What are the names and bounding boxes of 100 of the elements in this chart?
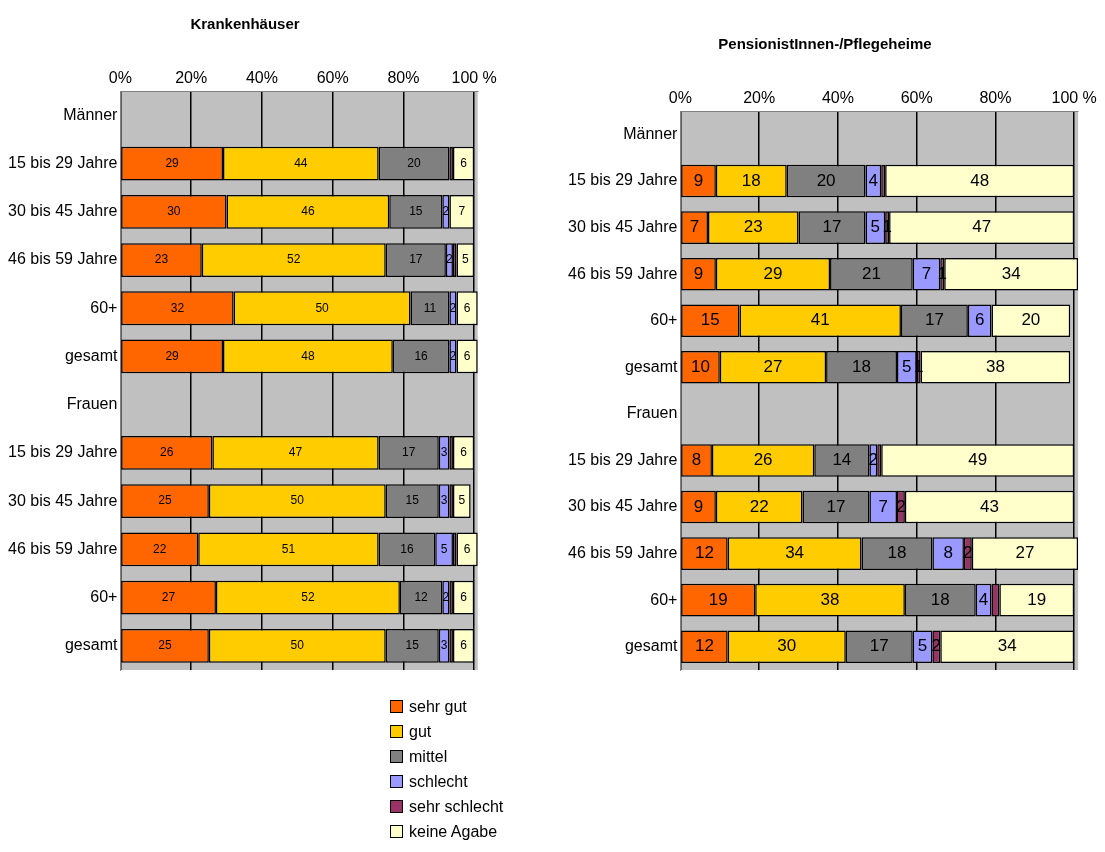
y-tick-label: Männer — [63, 105, 119, 123]
data-label: 9 — [693, 496, 704, 516]
data-label: 3 — [440, 638, 448, 653]
data-label: 17 — [402, 445, 416, 460]
data-label: 30 — [167, 204, 181, 219]
y-tick-label: gesamt — [624, 637, 678, 655]
y-tick-label: Männer — [623, 124, 679, 142]
data-label: 9 — [693, 170, 704, 190]
y-tick-label: 46 bis 59 Jahre — [568, 264, 678, 282]
y-tick-label: 15 bis 29 Jahre — [568, 450, 678, 468]
x-tick-label: 40% — [245, 69, 278, 87]
data-label: 19 — [1027, 589, 1047, 609]
y-tick-label: 46 bis 59 Jahre — [568, 543, 678, 561]
x-tick-label: 40% — [821, 89, 854, 107]
data-label: 20 — [407, 155, 422, 170]
data-label: 7 — [878, 496, 888, 516]
data-label: 34 — [1001, 263, 1021, 283]
data-label: 4 — [868, 170, 879, 190]
data-label: 5 — [458, 493, 466, 508]
y-tick-label: 15 bis 29 Jahre — [568, 171, 678, 189]
data-label: 18 — [930, 589, 950, 609]
y-tick-label: 30 bis 45 Jahre — [8, 202, 118, 220]
x-tick-label: 100 % — [451, 69, 497, 87]
x-tick-label: 100 % — [1051, 89, 1097, 107]
data-label: 47 — [972, 217, 992, 237]
data-label: 18 — [852, 357, 871, 376]
data-label: 21 — [861, 263, 881, 283]
data-label: 25 — [158, 493, 172, 508]
x-tick-label: 0% — [108, 69, 132, 87]
legend-label: schlecht — [409, 772, 468, 791]
data-label: 18 — [887, 543, 907, 563]
data-label: 10 — [691, 357, 710, 376]
data-label: 2 — [446, 252, 454, 267]
data-label: 50 — [290, 638, 305, 653]
data-label: 29 — [763, 263, 783, 283]
data-label: 27 — [1015, 543, 1035, 563]
data-label: 17 — [409, 252, 423, 267]
data-label: 17 — [826, 496, 846, 516]
data-label: 16 — [414, 348, 429, 363]
data-label: 15 — [405, 493, 420, 508]
chart-title: PensionistInnen-/Pflegeheime — [718, 35, 932, 53]
data-label: 27 — [161, 589, 176, 604]
data-label: 26 — [753, 450, 773, 470]
data-label: 2 — [442, 589, 450, 604]
data-label: 15 — [700, 310, 720, 330]
y-tick-label: 60+ — [90, 588, 118, 606]
data-label: 6 — [460, 445, 468, 460]
y-tick-label: 30 bis 45 Jahre — [8, 491, 118, 509]
legend-label: mittel — [409, 747, 448, 766]
data-label: 12 — [414, 589, 429, 604]
y-tick-label: 60+ — [650, 311, 678, 329]
data-label: 49 — [968, 450, 988, 470]
data-label: 22 — [749, 496, 769, 516]
data-label: 26 — [160, 445, 174, 460]
data-label: 50 — [290, 493, 305, 508]
data-label: 41 — [810, 310, 830, 330]
y-tick-label: 60+ — [650, 590, 678, 608]
data-label: 6 — [463, 348, 471, 363]
data-label: 15 — [409, 204, 423, 219]
x-tick-label: 60% — [316, 69, 349, 87]
y-tick-label: Frauen — [66, 395, 118, 413]
data-label: 6 — [460, 589, 468, 604]
y-tick-label: gesamt — [64, 636, 118, 654]
data-label: 6 — [974, 310, 985, 330]
chart-title: Krankenhäuser — [190, 15, 300, 33]
data-label: 12 — [694, 543, 714, 563]
data-label: 5 — [917, 636, 928, 656]
y-tick-label: 30 bis 45 Jahre — [568, 218, 678, 236]
data-label: 7 — [921, 263, 932, 283]
data-label: 20 — [1021, 310, 1041, 330]
data-label: 32 — [170, 300, 185, 315]
legend-label: sehr schlecht — [409, 797, 504, 816]
data-label: 9 — [693, 263, 704, 283]
data-label: 8 — [691, 450, 702, 470]
data-label: 14 — [832, 450, 852, 470]
data-label: 29 — [165, 348, 180, 363]
data-label: 50 — [315, 300, 330, 315]
x-tick-label: 80% — [387, 69, 420, 87]
data-label: 7 — [458, 204, 466, 219]
x-tick-label: 20% — [175, 69, 208, 87]
y-tick-label: 46 bis 59 Jahre — [8, 539, 118, 557]
data-label: 5 — [870, 217, 881, 237]
data-label: 25 — [158, 638, 172, 653]
data-label: 23 — [154, 252, 169, 267]
data-label: 5 — [461, 252, 469, 267]
y-tick-label: 30 bis 45 Jahre — [568, 497, 678, 515]
y-tick-label: 15 bis 29 Jahre — [8, 153, 118, 171]
data-label: 51 — [281, 541, 296, 556]
legend-label: keine Agabe — [409, 822, 498, 841]
data-label: 48 — [970, 170, 990, 190]
data-label: 46 — [301, 204, 315, 219]
data-label: 43 — [980, 496, 999, 516]
data-label: 30 — [777, 636, 797, 656]
data-label: 22 — [153, 541, 167, 556]
data-label: 3 — [440, 445, 448, 460]
data-label: 6 — [463, 541, 471, 556]
data-label: 8 — [943, 543, 953, 563]
y-tick-label: 15 bis 29 Jahre — [8, 443, 118, 461]
data-label: 15 — [405, 638, 420, 653]
y-tick-label: gesamt — [624, 357, 678, 375]
